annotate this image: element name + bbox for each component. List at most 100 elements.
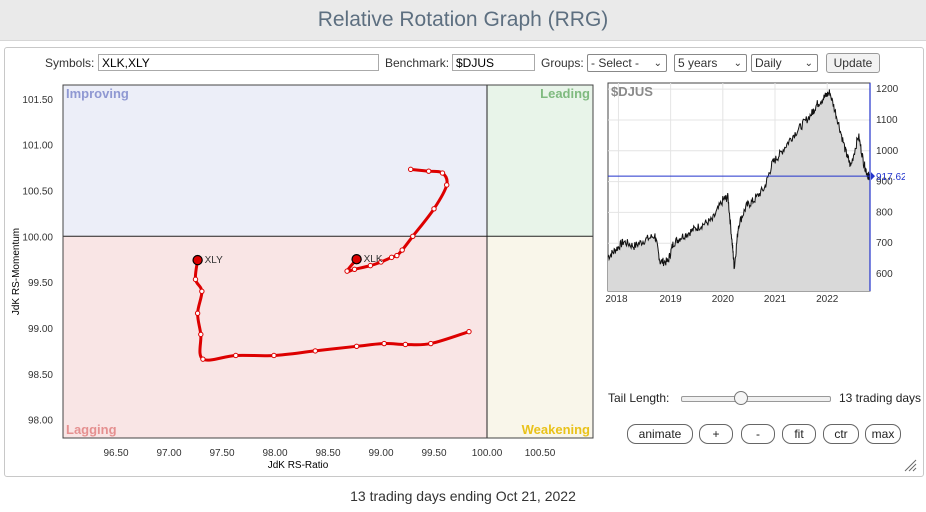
tail-point[interactable] bbox=[200, 356, 206, 362]
y-axis-label: JdK RS-Momentum bbox=[11, 228, 22, 315]
benchmark-x-tick: 2021 bbox=[764, 294, 787, 305]
benchmark-y-tick: 700 bbox=[876, 238, 893, 249]
resize-grip-icon[interactable] bbox=[903, 458, 917, 472]
benchmark-x-tick: 2022 bbox=[816, 294, 839, 305]
benchmark-area bbox=[608, 89, 870, 292]
tail-point[interactable] bbox=[198, 331, 204, 338]
slider-handle[interactable] bbox=[734, 391, 749, 405]
tail-point[interactable] bbox=[428, 340, 434, 347]
groups-select[interactable]: - Select - ⌄ bbox=[587, 54, 667, 72]
current-value-label: 917.62 bbox=[876, 172, 905, 183]
quadrant-improving bbox=[63, 85, 487, 237]
tail-point[interactable] bbox=[402, 341, 409, 348]
benchmark-x-tick: 2019 bbox=[660, 294, 683, 305]
x-tick-label: 96.50 bbox=[103, 448, 128, 459]
groups-label: Groups: bbox=[541, 56, 584, 70]
tail-point[interactable] bbox=[407, 166, 414, 173]
benchmark-y-tick: 1100 bbox=[876, 115, 898, 126]
tail-length-slider[interactable] bbox=[681, 391, 831, 405]
tail-point[interactable] bbox=[312, 348, 318, 354]
quadrant-label-leading: Leading bbox=[540, 86, 590, 101]
series-label-xly: XLY bbox=[205, 255, 223, 266]
benchmark-line bbox=[607, 89, 870, 270]
chevron-down-icon: ⌄ bbox=[733, 58, 742, 69]
title-bar: Relative Rotation Graph (RRG) bbox=[0, 0, 926, 41]
benchmark-input[interactable] bbox=[452, 54, 535, 71]
tail-point[interactable] bbox=[378, 259, 384, 265]
tail-point[interactable] bbox=[388, 254, 395, 261]
y-tick-label: 98.00 bbox=[28, 416, 53, 427]
symbols-input[interactable] bbox=[98, 54, 379, 71]
head-point-xly[interactable] bbox=[192, 254, 203, 266]
fit-button[interactable]: fit bbox=[782, 424, 816, 444]
tail-point[interactable] bbox=[444, 182, 450, 188]
tail-point[interactable] bbox=[344, 268, 350, 274]
quadrant-weakening bbox=[487, 236, 593, 438]
footer-caption: 13 trading days ending Oct 21, 2022 bbox=[350, 488, 576, 504]
tail-point[interactable] bbox=[367, 262, 374, 269]
app-title: Relative Rotation Graph (RRG) bbox=[317, 8, 609, 31]
tail-point[interactable] bbox=[199, 288, 205, 294]
frequency-select[interactable]: Daily ⌄ bbox=[751, 54, 818, 72]
tail-point[interactable] bbox=[466, 328, 472, 335]
tail-length-label: Tail Length: bbox=[608, 391, 670, 405]
chevron-down-icon: ⌄ bbox=[804, 58, 813, 69]
benchmark-y-tick: 900 bbox=[876, 177, 893, 188]
rrg-panel: Symbols: Benchmark: Groups: - Select - ⌄… bbox=[4, 47, 924, 477]
y-tick-label: 100.00 bbox=[22, 232, 53, 243]
animate-button[interactable]: animate bbox=[627, 424, 693, 444]
tail-point[interactable] bbox=[431, 206, 437, 212]
tail-point[interactable] bbox=[192, 276, 199, 283]
zoom-in-button[interactable]: + bbox=[699, 424, 733, 444]
benchmark-y-tick: 600 bbox=[876, 269, 893, 280]
max-button[interactable]: max bbox=[865, 424, 901, 444]
x-tick-label: 98.50 bbox=[315, 448, 340, 459]
symbols-label: Symbols: bbox=[45, 56, 95, 70]
tail-point[interactable] bbox=[410, 233, 416, 239]
x-tick-label: 99.00 bbox=[368, 448, 393, 459]
quadrant-label-lagging: Lagging bbox=[66, 422, 117, 437]
quadrant-leading bbox=[487, 85, 593, 237]
y-tick-label: 101.50 bbox=[22, 95, 53, 106]
rrg-chart: Improving Leading Lagging Weakening 96.5… bbox=[11, 84, 594, 471]
benchmark-y-tick-labels: 1200 1100 1000 900 800 700 600 bbox=[876, 84, 899, 280]
x-tick-label: 98.00 bbox=[262, 448, 287, 459]
update-button[interactable]: Update bbox=[826, 53, 880, 73]
x-tick-labels: 96.50 97.00 97.50 98.00 98.50 99.00 99.50 100.0… bbox=[103, 448, 555, 459]
series-label-xlk: XLK bbox=[364, 254, 383, 265]
tail-point[interactable] bbox=[399, 247, 405, 253]
frequency-select-value: Daily bbox=[755, 56, 782, 70]
tail-point[interactable] bbox=[426, 168, 432, 174]
tail-point[interactable] bbox=[271, 352, 277, 359]
benchmark-y-tick: 1000 bbox=[876, 146, 899, 157]
rrg-series: XLK XLY bbox=[192, 166, 472, 362]
benchmark-y-tick: 1200 bbox=[876, 84, 899, 95]
x-tick-label: 97.00 bbox=[156, 448, 181, 459]
y-tick-label: 101.00 bbox=[22, 141, 53, 152]
tail-point[interactable] bbox=[394, 252, 400, 259]
y-tick-label: 99.50 bbox=[28, 278, 53, 289]
plot-frame bbox=[62, 84, 594, 439]
center-button[interactable]: ctr bbox=[823, 424, 859, 444]
tail-point[interactable] bbox=[353, 343, 360, 350]
tail-point[interactable] bbox=[233, 352, 239, 359]
zoom-out-button[interactable]: - bbox=[741, 424, 775, 444]
period-select[interactable]: 5 years ⌄ bbox=[674, 54, 747, 72]
toolbar: Symbols: Benchmark: Groups: - Select - ⌄… bbox=[5, 48, 923, 78]
y-tick-label: 98.50 bbox=[28, 370, 53, 381]
quadrant-lagging bbox=[63, 236, 487, 438]
benchmark-x-tick: 2020 bbox=[712, 294, 735, 305]
benchmark-x-tick: 2018 bbox=[605, 294, 628, 305]
x-tick-label: 99.50 bbox=[421, 448, 446, 459]
tail-point[interactable] bbox=[439, 170, 446, 176]
x-tick-label: 100.50 bbox=[525, 448, 556, 459]
tail-length-value: 13 trading days bbox=[839, 391, 922, 405]
head-point-xlk[interactable] bbox=[351, 254, 362, 265]
tail-point[interactable] bbox=[381, 340, 387, 347]
tail-point[interactable] bbox=[351, 266, 358, 272]
current-value-marker bbox=[871, 172, 875, 181]
tail-point[interactable] bbox=[194, 310, 201, 317]
period-select-value: 5 years bbox=[678, 56, 718, 70]
y-tick-label: 99.00 bbox=[28, 324, 53, 335]
groups-select-value: - Select - bbox=[591, 56, 640, 70]
